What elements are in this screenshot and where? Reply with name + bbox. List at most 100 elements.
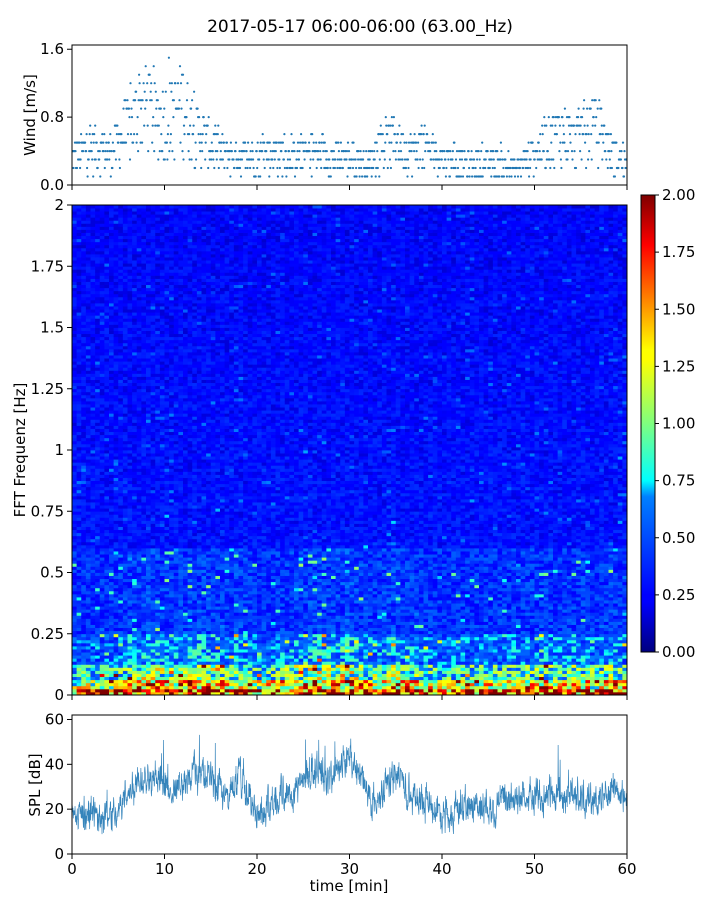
spectrogram-cell xyxy=(122,483,128,488)
spectrogram-cell xyxy=(136,560,142,564)
spectrogram-cell xyxy=(155,345,161,350)
spectrogram-cell xyxy=(99,413,105,417)
spectrogram-cell xyxy=(95,655,101,659)
spectrogram-cell xyxy=(136,413,142,417)
spectrogram-cell xyxy=(173,232,179,237)
spectrogram-cell xyxy=(164,670,170,674)
spectrogram-cell xyxy=(85,364,91,368)
spectrogram-cell xyxy=(155,597,161,601)
spectrogram-cell xyxy=(173,646,179,650)
spectrogram-cell xyxy=(159,627,165,632)
spectrogram-cell xyxy=(132,508,138,512)
spectrogram-cell xyxy=(122,284,128,289)
spectrogram-cell xyxy=(104,321,110,325)
spectrogram-cell xyxy=(169,327,175,331)
spectrogram-cell xyxy=(178,581,184,586)
spectrogram-cell xyxy=(76,612,82,616)
spectrogram-cell xyxy=(85,208,91,212)
spectrogram-cell xyxy=(109,575,115,580)
spectrogram-cell xyxy=(127,483,133,488)
spectrogram-cell xyxy=(178,593,184,598)
spectrogram-cell xyxy=(146,480,152,485)
spectrogram-cell xyxy=(136,440,142,445)
spectrogram-cell xyxy=(104,480,110,485)
spectrogram-cell xyxy=(141,627,147,632)
spectrogram-cell xyxy=(81,658,87,662)
spectrogram-cell xyxy=(136,205,142,209)
wind-point xyxy=(158,150,161,153)
spectrogram-cell xyxy=(76,655,82,659)
spectrogram-cell xyxy=(122,373,128,377)
spectrogram-cell xyxy=(136,321,142,325)
wind-point xyxy=(133,133,136,136)
spectrogram-cell xyxy=(155,226,161,230)
wind-point xyxy=(234,150,237,153)
wind-point xyxy=(555,133,559,136)
spectrogram-cell xyxy=(127,404,133,408)
spectrogram-cell xyxy=(109,471,115,475)
wind-point xyxy=(129,133,133,136)
spectrogram-cell xyxy=(109,333,115,338)
spectrogram-cell xyxy=(127,603,133,607)
spectrogram-cell xyxy=(113,676,119,681)
spectrogram-cell xyxy=(173,557,179,561)
spectrogram-cell xyxy=(81,287,87,292)
spectrogram-cell xyxy=(109,250,115,255)
spectrogram-cell xyxy=(169,682,175,687)
spectrogram-cell xyxy=(76,630,82,635)
spectrogram-cell xyxy=(136,554,142,558)
spectrogram-cell xyxy=(159,309,165,313)
spectrogram-cell xyxy=(132,517,138,521)
wind-point xyxy=(161,90,164,93)
spectrogram-cell xyxy=(159,609,165,613)
spectrogram-cell xyxy=(118,486,124,491)
spectrogram-cell xyxy=(173,590,179,595)
wind-point xyxy=(129,82,132,85)
spectrogram-cell xyxy=(169,257,175,261)
spectrogram-cell xyxy=(146,682,152,687)
spectrogram-cell xyxy=(173,226,179,230)
spectrogram-cell xyxy=(109,483,115,488)
spectrogram-cell xyxy=(76,480,82,485)
spectrogram-cell xyxy=(150,572,156,576)
spectrogram-cell xyxy=(90,642,96,647)
wind-point xyxy=(582,133,585,136)
spectrogram-cell xyxy=(146,569,152,573)
spectrogram-cell xyxy=(178,437,184,442)
wind-point xyxy=(116,124,119,127)
spectrogram-cell xyxy=(178,532,184,537)
spectrogram-cell xyxy=(150,578,156,583)
wind-point xyxy=(185,116,188,119)
spectrogram-cell xyxy=(169,566,175,570)
spectrogram-cell xyxy=(113,235,119,240)
spectrogram-cell xyxy=(118,342,124,347)
spectrogram-cell xyxy=(141,342,147,347)
spectrogram-cell xyxy=(164,477,170,482)
wind-point xyxy=(399,150,403,153)
spectrogram-cell xyxy=(132,529,138,534)
spectrogram-cell xyxy=(113,217,119,221)
spectrogram-cell xyxy=(146,382,152,387)
spectrogram-cell xyxy=(113,238,119,243)
spectrogram-cell xyxy=(122,397,128,402)
spectrogram-cell xyxy=(146,309,152,313)
spectrogram-cell xyxy=(127,548,133,552)
spectrogram-cell xyxy=(146,205,152,209)
spectrogram-cell xyxy=(81,587,87,592)
spectrogram-cell xyxy=(99,520,105,524)
spectrogram-cell xyxy=(127,211,133,215)
spectrogram-cell xyxy=(159,312,165,316)
wind-point xyxy=(360,166,363,170)
wind-point xyxy=(407,166,410,170)
spectrogram-cell xyxy=(155,241,161,246)
spectrogram-cell xyxy=(95,541,101,546)
spectrogram-cell xyxy=(132,600,138,604)
spectrogram-cell xyxy=(146,217,152,221)
spectrogram-cell xyxy=(127,232,133,237)
spectrogram-cell xyxy=(99,370,105,374)
spectrogram-cell xyxy=(159,563,165,567)
spectrogram-cell xyxy=(95,250,101,255)
spectrogram-cell xyxy=(127,339,133,344)
spectrogram-cell xyxy=(155,315,161,319)
spectrogram-cell xyxy=(141,391,147,396)
